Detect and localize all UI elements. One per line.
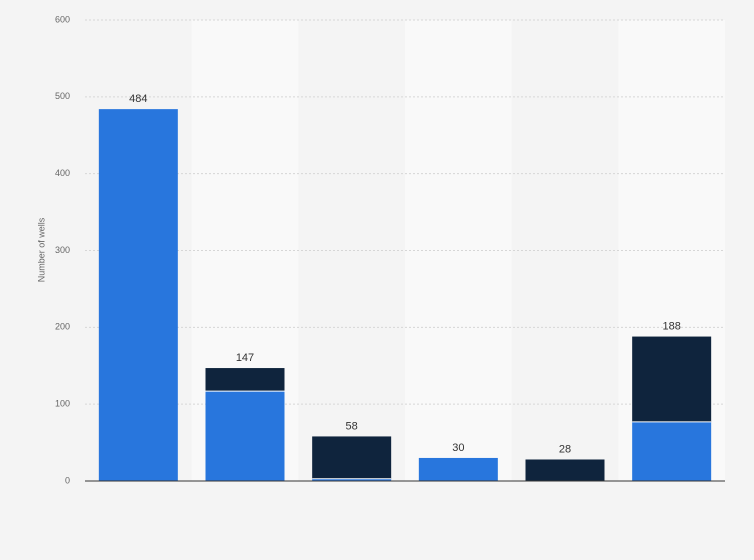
y-tick-label: 400 — [55, 168, 70, 178]
y-tick-label: 200 — [55, 322, 70, 332]
total-label: 147 — [236, 352, 254, 364]
total-label: 58 — [346, 420, 358, 432]
total-label: 30 — [452, 442, 464, 454]
bar-segment — [632, 421, 712, 481]
bar-segment — [312, 478, 392, 481]
bar-segment — [205, 368, 285, 392]
bar-segment — [205, 391, 285, 481]
total-label: 484 — [129, 93, 147, 105]
bar-segment — [632, 336, 712, 422]
total-label: 188 — [662, 320, 680, 332]
y-tick-label: 500 — [55, 91, 70, 101]
y-axis-title: Number of wells — [36, 217, 46, 282]
y-tick-label: 300 — [55, 245, 70, 255]
y-tick-label: 0 — [65, 475, 70, 485]
bar-segment — [98, 109, 178, 482]
total-label: 28 — [559, 443, 571, 455]
bar-segment — [525, 459, 605, 481]
y-tick-label: 100 — [55, 399, 70, 409]
y-tick-label: 600 — [55, 14, 70, 24]
bar-segment — [418, 457, 498, 481]
bar-segment — [312, 436, 392, 479]
